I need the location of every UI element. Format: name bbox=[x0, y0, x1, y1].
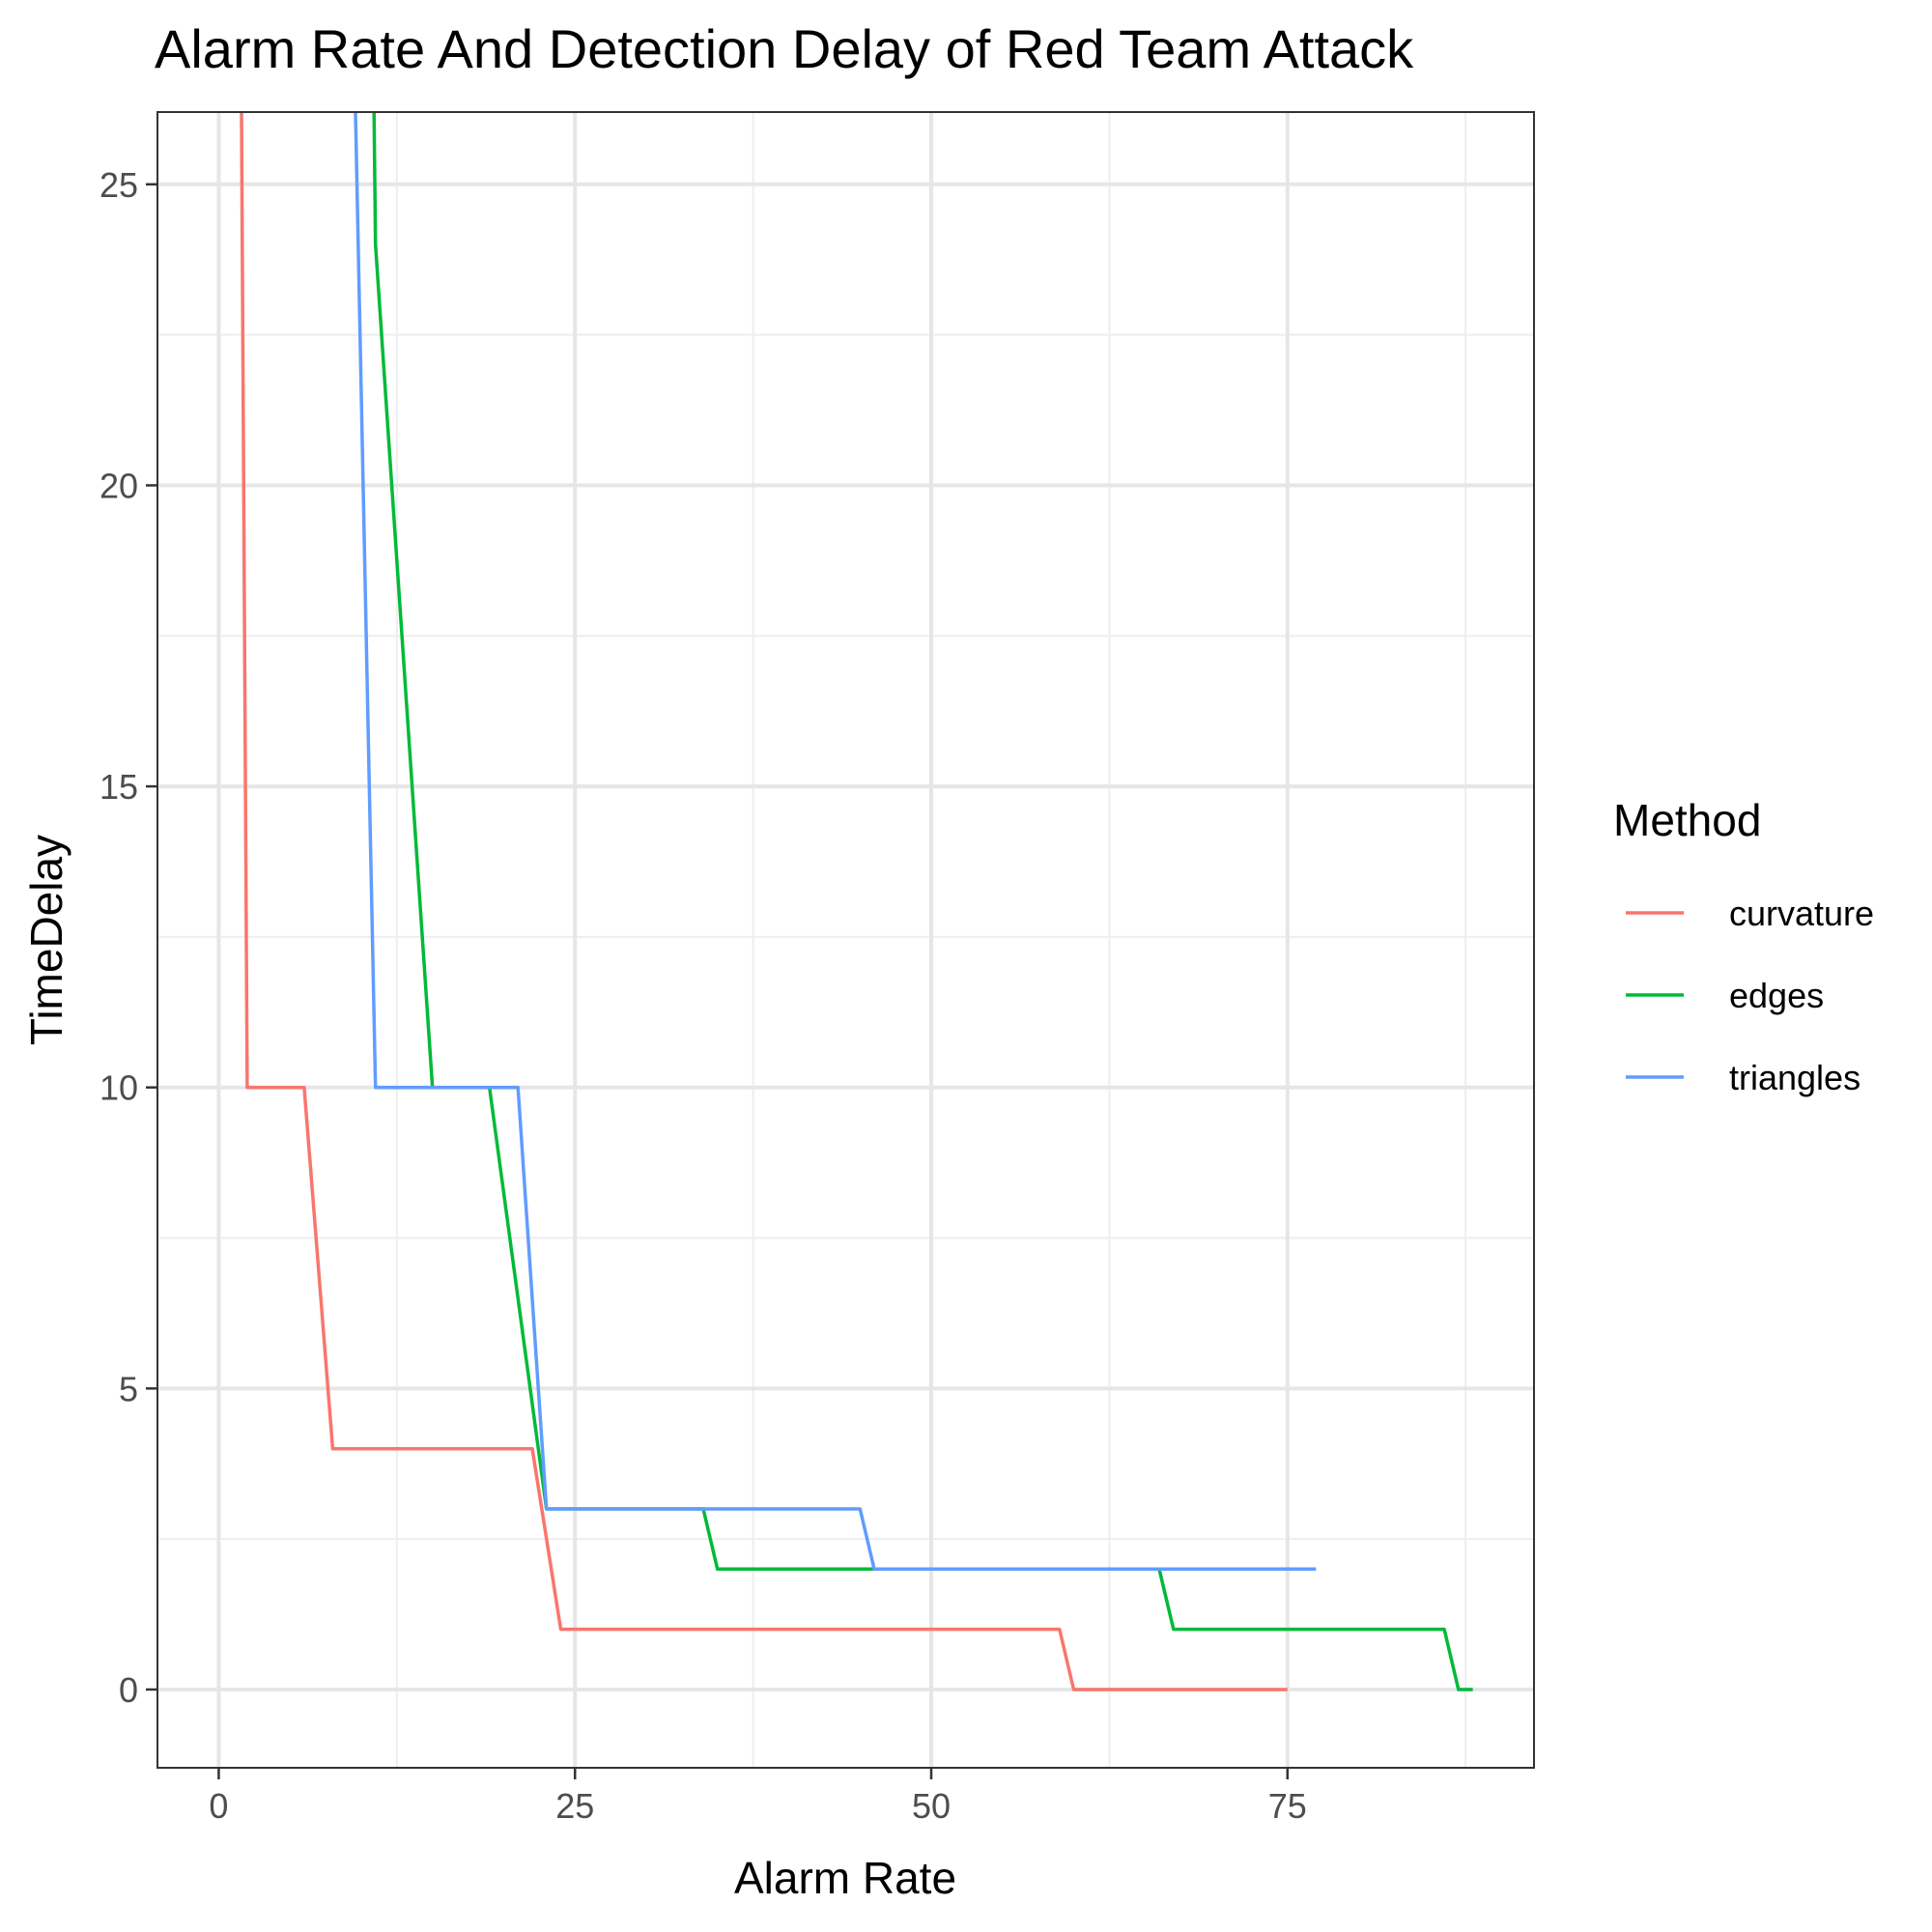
y-axis-title: TimeDelay bbox=[21, 835, 71, 1045]
x-tick-label: 50 bbox=[912, 1786, 951, 1826]
legend-label-curvature: curvature bbox=[1729, 894, 1874, 933]
y-tick-label: 5 bbox=[119, 1369, 138, 1408]
legend-label-triangles: triangles bbox=[1729, 1058, 1861, 1097]
x-tick-label: 0 bbox=[209, 1786, 228, 1826]
y-tick-label: 10 bbox=[99, 1068, 138, 1108]
y-tick-label: 20 bbox=[99, 466, 138, 505]
legend: Method curvature edges triangles bbox=[1613, 795, 1874, 1097]
legend-label-edges: edges bbox=[1729, 976, 1824, 1015]
series-lines bbox=[240, 111, 1473, 1691]
y-tick-label: 15 bbox=[99, 767, 138, 807]
x-tick-label: 25 bbox=[555, 1786, 594, 1826]
axis-ticks: 0 25 50 75 0 5 10 15 20 25 bbox=[99, 165, 1307, 1826]
grid bbox=[157, 112, 1534, 1768]
series-line-curvature bbox=[240, 111, 1288, 1691]
series-line-edges bbox=[372, 111, 1473, 1691]
x-tick-label: 75 bbox=[1268, 1786, 1307, 1826]
x-axis-title: Alarm Rate bbox=[734, 1853, 956, 1903]
legend-title: Method bbox=[1613, 795, 1761, 845]
y-tick-label: 25 bbox=[99, 165, 138, 205]
series-line-triangles bbox=[354, 111, 1317, 1572]
chart-title: Alarm Rate And Detection Delay of Red Te… bbox=[155, 18, 1414, 79]
plot-panel-border bbox=[156, 111, 1535, 1769]
y-tick-label: 0 bbox=[119, 1670, 138, 1710]
